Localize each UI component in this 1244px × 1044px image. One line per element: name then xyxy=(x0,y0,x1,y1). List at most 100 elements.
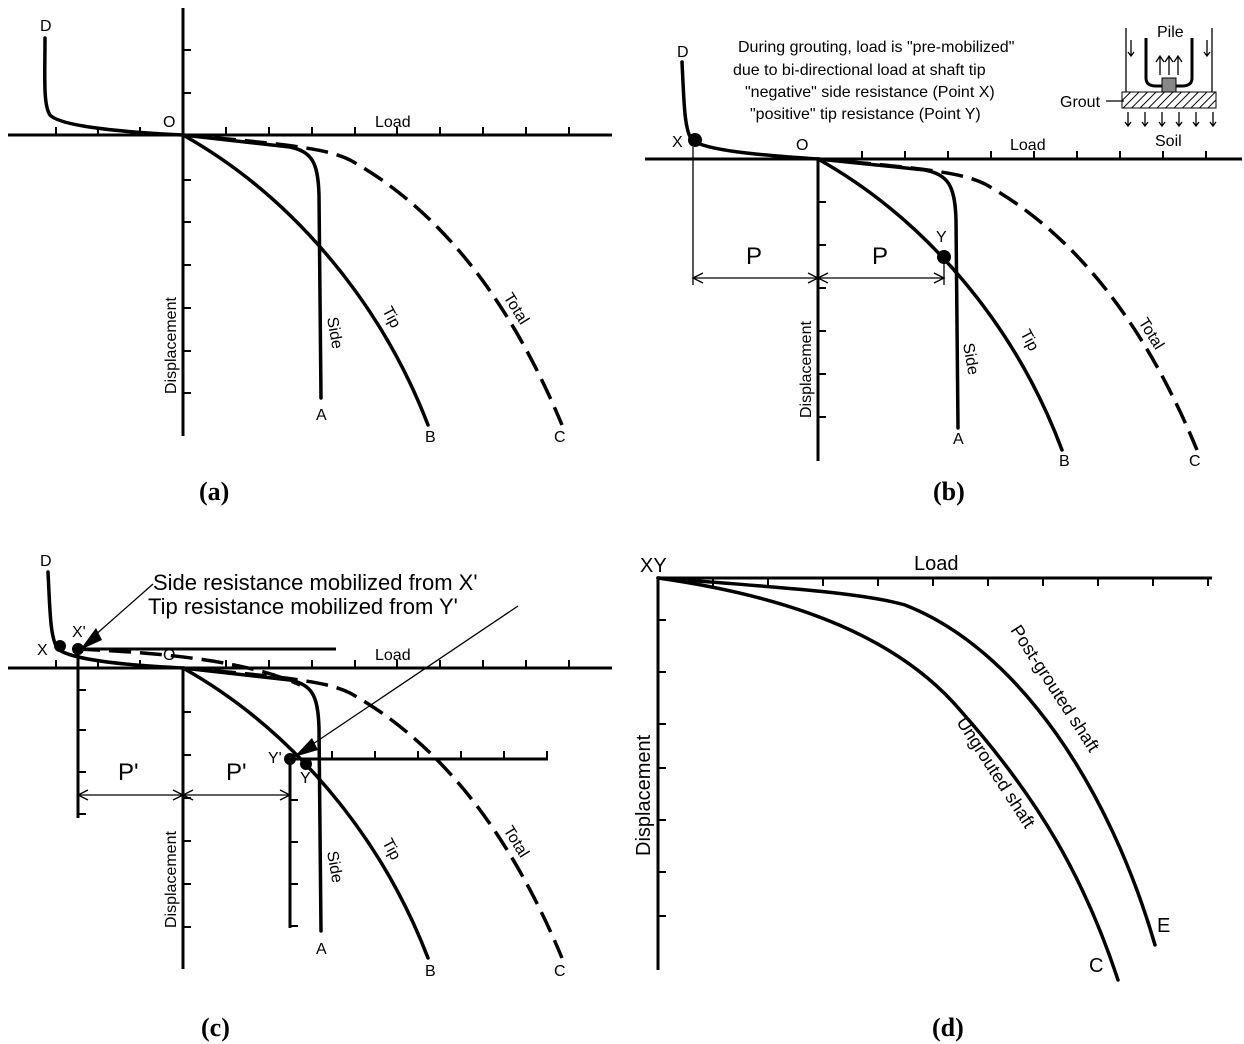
curve-od xyxy=(42,36,185,137)
label-displacement: Displacement xyxy=(798,321,815,418)
label-a: A xyxy=(953,431,964,448)
shifted-axis-x-prime xyxy=(76,647,336,818)
dimension-arrows xyxy=(691,272,946,284)
label-ungrouted: Ungrouted shaft xyxy=(953,713,1040,831)
label-b: B xyxy=(1059,453,1070,470)
label-c: C xyxy=(1089,955,1103,977)
panel-c: Side resistance mobilized from X' Tip re… xyxy=(8,553,612,1042)
shifted-total-curve xyxy=(77,647,301,687)
label-load: Load xyxy=(914,553,959,575)
note-line-1: During grouting, load is "pre-mobilized" xyxy=(738,39,1014,56)
label-b: B xyxy=(425,429,436,446)
label-total: Total xyxy=(500,290,532,328)
point-y xyxy=(937,250,951,264)
tip-curve xyxy=(181,133,430,427)
leader-tip-arrowhead xyxy=(294,738,318,757)
label-y: Y xyxy=(300,770,311,787)
panel-a: D O Load Displacement Side Tip Total A B… xyxy=(8,8,612,506)
label-c: C xyxy=(554,429,566,446)
point-y-prime xyxy=(284,753,296,765)
point-y xyxy=(300,758,312,770)
label-a: A xyxy=(316,941,327,958)
panel-d: XY Load Displacement Post-grouted shaft … xyxy=(633,553,1212,1042)
total-curve xyxy=(182,666,564,959)
load-axis-ticks xyxy=(55,660,570,668)
grout-layer xyxy=(1121,91,1217,109)
label-o: O xyxy=(796,137,808,154)
point-x xyxy=(688,133,702,147)
label-tip: Tip xyxy=(378,836,403,863)
ungrouted-curve xyxy=(656,576,1120,982)
point-x xyxy=(54,640,66,652)
note-tip: Tip resistance mobilized from Y' xyxy=(148,594,458,619)
note-line-3: "negative" side resistance (Point X) xyxy=(745,84,995,101)
note-line-4: "positive" tip resistance (Point Y) xyxy=(750,106,981,123)
label-side: Side xyxy=(323,850,345,885)
label-e: E xyxy=(1157,915,1170,937)
side-curve xyxy=(816,157,960,430)
side-curve xyxy=(181,133,323,400)
label-p-prime-right: P' xyxy=(226,759,247,786)
label-total: Total xyxy=(500,823,532,861)
label-tip: Tip xyxy=(1016,327,1041,354)
label-x: X xyxy=(672,134,683,151)
label-pile: Pile xyxy=(1157,24,1184,41)
post-grouted-curve xyxy=(656,576,1157,947)
dimension-arrows xyxy=(76,789,292,801)
label-d: D xyxy=(40,553,52,570)
label-soil: Soil xyxy=(1155,133,1182,150)
leader-side-arrowhead xyxy=(80,628,102,650)
pile-inset: Pile Grout Soil xyxy=(1060,24,1217,150)
label-y: Y xyxy=(936,229,947,246)
label-d: D xyxy=(677,44,689,61)
label-b: B xyxy=(425,963,436,980)
leader-tip xyxy=(297,605,519,755)
label-xy: XY xyxy=(640,555,667,577)
label-o: O xyxy=(163,114,175,131)
label-displacement: Displacement xyxy=(163,831,180,928)
label-d: D xyxy=(40,18,52,35)
label-load: Load xyxy=(375,114,411,131)
label-x: X xyxy=(37,642,48,659)
label-c: C xyxy=(1189,453,1201,470)
label-load: Load xyxy=(1010,137,1046,154)
side-shear-arrows xyxy=(1127,40,1211,58)
label-p-prime-left: P' xyxy=(118,759,139,786)
displacement-axis-ticks xyxy=(658,619,666,917)
total-curve xyxy=(817,157,1199,451)
point-x-prime xyxy=(72,643,84,655)
load-axis-ticks xyxy=(861,151,1207,159)
tip-curve xyxy=(181,666,430,960)
caption-d: (d) xyxy=(932,1013,964,1042)
panel-b: D O X Y Load Displacement Side Tip Total… xyxy=(645,24,1242,506)
shifted-axis-y-prime xyxy=(288,751,548,928)
jack-block xyxy=(1161,77,1177,93)
label-displacement: Displacement xyxy=(633,734,655,856)
label-y-prime: Y' xyxy=(268,750,282,767)
label-c: C xyxy=(554,963,566,980)
caption-a: (a) xyxy=(199,477,229,506)
displacement-axis-ticks xyxy=(183,49,191,394)
side-curve xyxy=(181,666,323,933)
upward-arrows xyxy=(1155,54,1183,75)
label-load: Load xyxy=(375,647,411,664)
label-grout: Grout xyxy=(1060,94,1101,111)
tip-curve xyxy=(816,157,1064,452)
label-p-right: P xyxy=(872,243,888,270)
label-displacement: Displacement xyxy=(163,297,180,394)
caption-b: (b) xyxy=(933,477,965,506)
note-side: Side resistance mobilized from X' xyxy=(153,570,478,595)
note-line-2: due to bi-directional load at shaft tip xyxy=(733,62,986,79)
label-side: Side xyxy=(959,342,981,377)
label-p-left: P xyxy=(746,243,762,270)
total-curve xyxy=(182,133,564,426)
label-a: A xyxy=(316,407,327,424)
caption-c: (c) xyxy=(201,1013,230,1042)
soil-arrows xyxy=(1124,112,1217,128)
label-o: O xyxy=(163,647,175,664)
label-x-prime: X' xyxy=(72,624,86,641)
grouting-note: During grouting, load is "pre-mobilized"… xyxy=(733,39,1014,123)
label-side: Side xyxy=(323,316,345,351)
label-tip: Tip xyxy=(378,304,403,331)
